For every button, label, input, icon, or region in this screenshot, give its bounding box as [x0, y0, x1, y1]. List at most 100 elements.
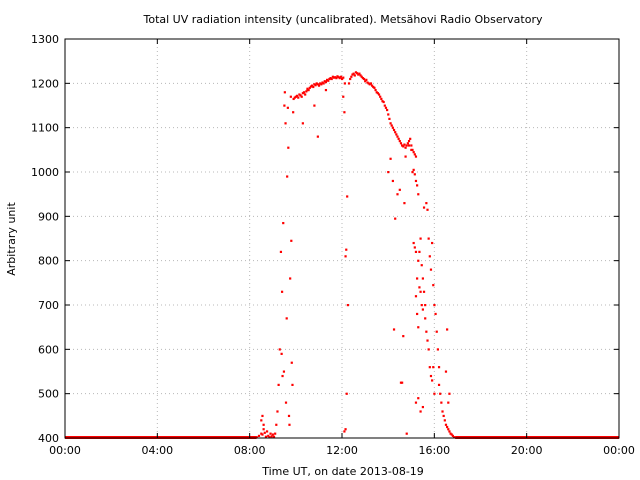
data-point [431, 241, 434, 245]
data-point [275, 423, 278, 426]
data-point [450, 433, 453, 436]
data-point [347, 82, 351, 85]
data-point [413, 153, 416, 156]
data-point [439, 392, 442, 395]
data-point [407, 144, 411, 147]
x-tick-label: 00:00 [49, 444, 81, 457]
data-point [373, 86, 376, 89]
data-point [435, 330, 438, 333]
data-point [446, 425, 449, 429]
data-point [353, 74, 356, 77]
data-point [426, 208, 429, 211]
data-point [345, 392, 348, 395]
data-point [403, 143, 406, 146]
data-point [305, 90, 308, 93]
data-point [298, 93, 301, 96]
data-point [265, 430, 269, 433]
data-point [310, 84, 314, 87]
data-point [261, 433, 264, 436]
data-point [343, 82, 346, 85]
data-point [329, 77, 332, 80]
data-point [427, 348, 430, 351]
data-point [420, 264, 423, 267]
data-point [257, 434, 261, 437]
scatter-points [255, 71, 456, 439]
data-point [330, 77, 333, 81]
data-point [270, 435, 273, 438]
data-point [271, 433, 274, 436]
data-point [376, 92, 379, 95]
data-point [387, 113, 390, 116]
y-tick-label: 700 [38, 299, 59, 312]
y-tick-label: 1300 [31, 33, 59, 46]
data-point [343, 430, 346, 433]
data-point [416, 312, 419, 316]
data-point [428, 255, 431, 258]
data-point [422, 206, 426, 209]
data-point [413, 246, 416, 249]
data-point [307, 88, 310, 92]
data-point [448, 430, 451, 433]
data-point [412, 241, 415, 245]
data-point [331, 75, 334, 78]
data-point [424, 317, 427, 320]
data-point [274, 432, 277, 435]
plot-frame [64, 38, 620, 439]
data-point [414, 401, 418, 404]
data-point [294, 95, 298, 98]
data-point [443, 419, 446, 422]
data-point [406, 142, 409, 145]
chart-title: Total UV radiation intensity (uncalibrat… [143, 13, 543, 26]
data-point [404, 146, 407, 149]
data-point [429, 374, 433, 378]
data-point [269, 432, 272, 435]
y-axis: 400 500 600 700 800 900 1000 1100 1200 1300 [31, 33, 619, 445]
data-point [433, 304, 436, 307]
data-point [425, 330, 428, 333]
data-point [396, 193, 399, 196]
data-point [324, 88, 328, 92]
data-point [436, 348, 439, 351]
data-point [255, 436, 258, 439]
data-point [366, 81, 369, 84]
data-point [280, 352, 283, 355]
data-point [382, 100, 385, 104]
data-point [354, 71, 358, 74]
data-point [359, 74, 362, 77]
data-point [291, 383, 294, 386]
data-point [432, 366, 435, 369]
data-point [416, 277, 419, 280]
data-point [417, 397, 420, 400]
data-point [341, 77, 344, 81]
x-axis: 00:00 04:00 08:00 12:00 16:00 20:00 00:00 [49, 39, 635, 457]
data-point [342, 95, 345, 98]
data-point [362, 77, 366, 81]
data-point [357, 73, 360, 76]
data-point [339, 75, 343, 78]
data-point [292, 97, 295, 101]
y-tick-label: 1200 [31, 77, 59, 90]
data-point [332, 76, 336, 79]
data-point [416, 184, 419, 187]
data-point [260, 432, 263, 435]
data-point [381, 100, 384, 103]
data-point [369, 82, 373, 85]
data-point [433, 392, 436, 395]
data-point [398, 188, 401, 191]
data-point [412, 168, 415, 171]
data-point [344, 428, 347, 431]
data-point [343, 111, 346, 114]
data-point [295, 94, 299, 97]
data-point [413, 173, 416, 176]
data-point [321, 81, 324, 84]
data-point [395, 133, 398, 136]
data-point [449, 432, 452, 435]
x-tick-label: 20:00 [511, 444, 543, 457]
data-point [325, 78, 329, 81]
data-point [351, 73, 354, 76]
data-point [441, 410, 444, 413]
data-point [358, 72, 361, 75]
data-point [344, 255, 347, 258]
data-point [342, 76, 345, 79]
data-point [389, 122, 392, 125]
